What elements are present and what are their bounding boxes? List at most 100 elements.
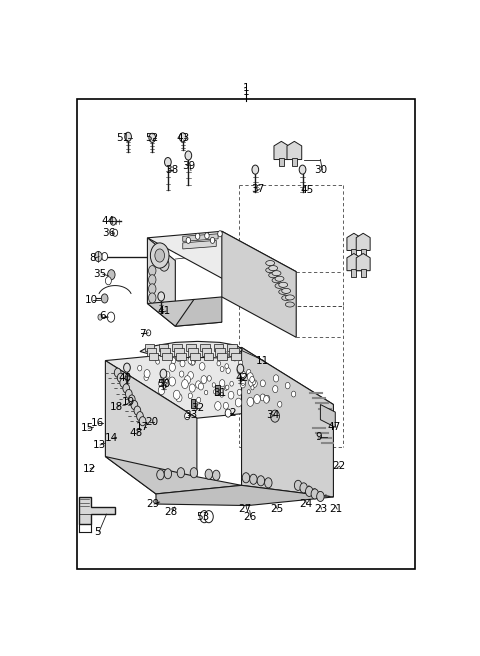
Polygon shape <box>106 348 334 418</box>
Bar <box>279 158 284 167</box>
Circle shape <box>107 312 115 322</box>
Polygon shape <box>106 457 241 494</box>
Text: 38: 38 <box>165 165 178 174</box>
Circle shape <box>235 398 242 407</box>
Circle shape <box>165 157 171 167</box>
Circle shape <box>190 468 198 478</box>
Circle shape <box>257 476 264 486</box>
Polygon shape <box>183 240 216 249</box>
Circle shape <box>180 133 186 142</box>
Text: 25: 25 <box>270 504 283 514</box>
Text: 15: 15 <box>81 423 94 433</box>
Circle shape <box>311 489 319 499</box>
Text: 29: 29 <box>146 499 160 509</box>
Circle shape <box>205 469 213 480</box>
Circle shape <box>241 379 245 386</box>
Text: 27: 27 <box>239 504 252 514</box>
Circle shape <box>317 491 324 501</box>
Circle shape <box>98 314 102 320</box>
Text: 19: 19 <box>122 397 135 407</box>
Circle shape <box>192 401 198 409</box>
Bar <box>228 344 237 351</box>
Circle shape <box>237 366 243 375</box>
Circle shape <box>189 357 195 365</box>
Text: 33: 33 <box>184 409 198 420</box>
Circle shape <box>204 390 208 395</box>
Circle shape <box>188 371 193 379</box>
Circle shape <box>176 394 182 402</box>
Circle shape <box>161 373 167 381</box>
Circle shape <box>185 413 190 420</box>
Circle shape <box>207 376 211 381</box>
Bar <box>160 348 170 356</box>
Ellipse shape <box>272 271 281 276</box>
Circle shape <box>198 383 204 390</box>
Circle shape <box>144 375 148 380</box>
Circle shape <box>220 392 224 398</box>
Bar <box>202 348 211 356</box>
Ellipse shape <box>269 273 277 277</box>
Circle shape <box>176 352 182 361</box>
Polygon shape <box>356 253 370 271</box>
Bar <box>188 348 198 356</box>
Circle shape <box>225 409 231 417</box>
Circle shape <box>125 390 132 398</box>
Text: 10: 10 <box>84 295 97 305</box>
Circle shape <box>226 385 229 390</box>
Bar <box>147 348 156 356</box>
Circle shape <box>138 365 142 371</box>
Text: 8: 8 <box>89 253 96 263</box>
Circle shape <box>250 377 254 382</box>
Bar <box>216 348 225 356</box>
Bar <box>190 353 200 360</box>
Circle shape <box>300 483 307 493</box>
Bar <box>186 344 196 351</box>
Text: 17: 17 <box>136 422 149 432</box>
Circle shape <box>252 380 257 387</box>
Circle shape <box>247 390 251 394</box>
Circle shape <box>110 217 116 225</box>
Polygon shape <box>222 232 296 337</box>
Circle shape <box>117 373 124 382</box>
Circle shape <box>201 376 207 384</box>
Text: 31: 31 <box>213 388 227 398</box>
Text: 50: 50 <box>157 379 170 389</box>
Circle shape <box>271 410 279 422</box>
Polygon shape <box>183 234 218 241</box>
Circle shape <box>200 510 209 523</box>
Text: 48: 48 <box>130 428 143 438</box>
Polygon shape <box>347 253 361 271</box>
Bar <box>217 353 227 360</box>
Circle shape <box>224 386 228 390</box>
Polygon shape <box>156 485 334 506</box>
Circle shape <box>180 360 185 367</box>
Circle shape <box>247 369 251 375</box>
Text: 5: 5 <box>95 527 101 537</box>
Polygon shape <box>175 297 222 326</box>
Polygon shape <box>140 341 242 358</box>
Circle shape <box>192 353 198 361</box>
Circle shape <box>189 384 195 392</box>
Circle shape <box>173 390 180 400</box>
Circle shape <box>169 377 176 386</box>
Bar <box>200 344 210 351</box>
Ellipse shape <box>286 302 294 307</box>
Circle shape <box>239 360 243 365</box>
Text: 35: 35 <box>94 269 107 279</box>
Circle shape <box>150 243 169 268</box>
Circle shape <box>164 468 172 479</box>
Circle shape <box>158 386 165 395</box>
Polygon shape <box>347 234 361 251</box>
Circle shape <box>162 382 167 388</box>
Circle shape <box>195 234 200 239</box>
Circle shape <box>186 237 191 243</box>
Ellipse shape <box>269 266 277 271</box>
Circle shape <box>252 165 259 174</box>
Bar <box>216 385 220 396</box>
Circle shape <box>233 357 237 361</box>
Text: 23: 23 <box>314 504 327 514</box>
Text: 36: 36 <box>102 228 115 237</box>
Bar <box>292 158 297 167</box>
Circle shape <box>220 367 224 372</box>
Circle shape <box>264 478 272 488</box>
